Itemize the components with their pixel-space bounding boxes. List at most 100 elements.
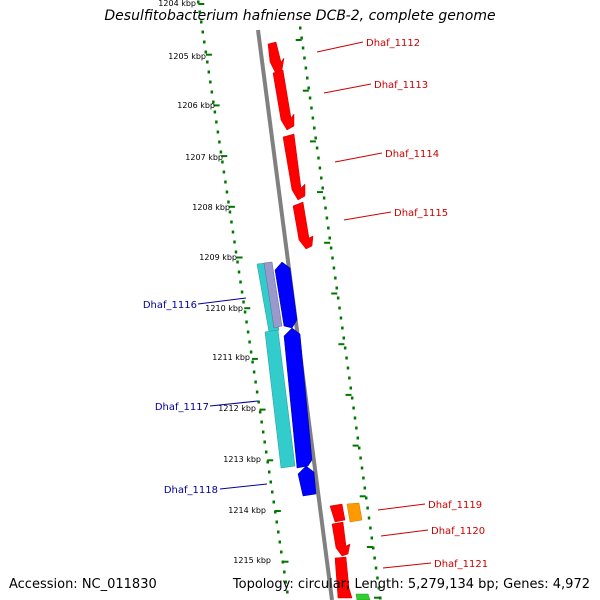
gene-arrow-dhaf-1113[interactable] [272, 69, 295, 131]
gene-arrow-dhaf-1116[interactable] [274, 261, 298, 329]
gene-arrow-dhaf-1120[interactable] [331, 521, 351, 557]
ruler-dot [207, 70, 211, 74]
ruler-dot [255, 390, 259, 394]
gene-arrow-dhaf-1118[interactable] [297, 465, 317, 497]
ruler-dot [248, 340, 251, 344]
ruler-dot [227, 200, 230, 204]
ruler-label: 1209 kbp [199, 253, 237, 262]
accession-text: Accession: NC_011830 [9, 577, 157, 592]
ruler-dot [304, 66, 308, 70]
ruler-dot [280, 550, 283, 554]
ruler-dot [334, 276, 337, 280]
ruler-dot [318, 166, 322, 170]
ruler-dot [230, 220, 233, 224]
gene-label-dhaf-1117[interactable]: Dhaf_1117 [155, 402, 209, 413]
ruler-dot [284, 580, 288, 584]
ruler-dot [348, 376, 351, 380]
ruler-dot [322, 196, 326, 200]
ruler-left [197, 0, 289, 594]
ruler-dot [359, 456, 362, 460]
ruler-dot [237, 270, 241, 274]
ruler-dot [317, 156, 320, 160]
gene-label-dhaf-1118[interactable]: Dhaf_1118 [164, 485, 218, 496]
ruler-dot [328, 236, 331, 240]
ruler-label: 1206 kbp [177, 101, 215, 110]
gene-label-dhaf-1120[interactable]: Dhaf_1120 [431, 526, 485, 537]
ruler-dot [277, 530, 280, 534]
gene-arrow-dhaf-1112[interactable] [267, 41, 285, 75]
label-connector [197, 297, 247, 305]
ruler-dot [201, 30, 205, 34]
ruler-label: 1214 kbp [228, 506, 266, 515]
ruler-dot [364, 496, 368, 500]
label-connector [219, 483, 268, 490]
ruler-dot [345, 356, 348, 360]
ruler-dot [321, 186, 324, 190]
label-connector [316, 41, 364, 53]
ruler-label: 1210 kbp [205, 304, 243, 313]
ruler-dot [329, 246, 333, 250]
gene-label-dhaf-1113[interactable]: Dhaf_1113 [374, 80, 428, 91]
ruler-dot [341, 326, 344, 330]
ruler-dot [263, 440, 266, 444]
label-connector [377, 503, 426, 511]
ruler-label: 1207 kbp [185, 153, 223, 162]
ruler-dot [346, 366, 350, 370]
gene-arrow-dhaf-1115[interactable] [292, 201, 314, 250]
ruler-dot [251, 360, 254, 364]
ruler-dot [371, 546, 375, 550]
gene-label-dhaf-1112[interactable]: Dhaf_1112 [366, 38, 420, 49]
ruler-label: 1212 kbp [218, 404, 256, 413]
gene-label-dhaf-1115[interactable]: Dhaf_1115 [394, 208, 448, 219]
ruler-dot [261, 430, 265, 434]
gene-arrow-dhaf-1114[interactable] [282, 133, 306, 201]
gene-label-dhaf-1116[interactable]: Dhaf_1116 [143, 300, 197, 311]
ruler-dot [360, 466, 364, 470]
gene-feature-orange [346, 502, 363, 523]
ruler-dot [270, 490, 274, 494]
label-connector [323, 83, 372, 94]
gene-arrow-dhaf-1121[interactable] [334, 556, 353, 599]
gene-feature-purple [263, 261, 283, 329]
ruler-dot [216, 130, 220, 134]
ruler-dot [257, 400, 260, 404]
ruler-label: 1208 kbp [192, 203, 230, 212]
ruler-dot [355, 426, 358, 430]
ruler-dot [219, 150, 223, 154]
gene-label-dhaf-1119[interactable]: Dhaf_1119 [428, 500, 482, 511]
ruler-dot [224, 180, 227, 184]
ruler-dot [311, 116, 315, 120]
label-connector [382, 562, 432, 569]
label-connector [334, 152, 383, 163]
ruler-dot [356, 436, 360, 440]
label-connector [209, 400, 259, 407]
ruler-dot [197, 0, 200, 4]
ruler-dot [222, 170, 226, 174]
ruler-dot [206, 60, 209, 64]
ruler-dot [320, 176, 323, 180]
gene-arrow-dhaf-1119[interactable] [329, 503, 346, 523]
ruler-dot [314, 136, 317, 140]
ruler-dot [303, 56, 306, 60]
gene-arrow-dhaf-1117[interactable] [283, 327, 313, 469]
label-connector [380, 529, 429, 537]
ruler-dot [266, 460, 269, 464]
ruler-dot [362, 476, 365, 480]
ruler-dot [212, 100, 215, 104]
gene-label-dhaf-1114[interactable]: Dhaf_1114 [385, 149, 439, 160]
ruler-dot [260, 420, 263, 424]
ruler-dot [275, 520, 279, 524]
ruler-dot [379, 596, 382, 600]
ruler-dot [246, 330, 250, 334]
ruler-dot [245, 320, 248, 324]
ruler-dot [286, 590, 289, 594]
ruler-dot [306, 76, 309, 80]
ruler-dot [352, 406, 355, 410]
ruler-label: 1205 kbp [168, 52, 206, 61]
gene-label-dhaf-1121[interactable]: Dhaf_1121 [434, 559, 488, 570]
ruler-dot [376, 576, 379, 580]
topology-text: Topology: circular; Length: 5,279,134 bp… [232, 577, 590, 592]
ruler-label: 1213 kbp [223, 455, 261, 464]
ruler-dot [225, 190, 229, 194]
